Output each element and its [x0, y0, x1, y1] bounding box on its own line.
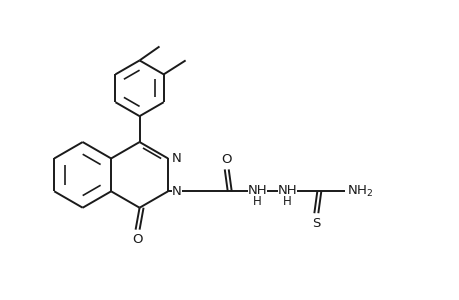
Text: N: N — [172, 185, 181, 198]
Text: NH: NH — [247, 184, 267, 197]
Text: S: S — [312, 217, 320, 230]
Text: NH$_2$: NH$_2$ — [347, 184, 373, 199]
Text: O: O — [132, 233, 143, 246]
Text: H: H — [253, 195, 262, 208]
Text: H: H — [282, 195, 291, 208]
Text: N: N — [172, 152, 181, 165]
Text: O: O — [221, 153, 231, 166]
Text: NH: NH — [277, 184, 297, 197]
